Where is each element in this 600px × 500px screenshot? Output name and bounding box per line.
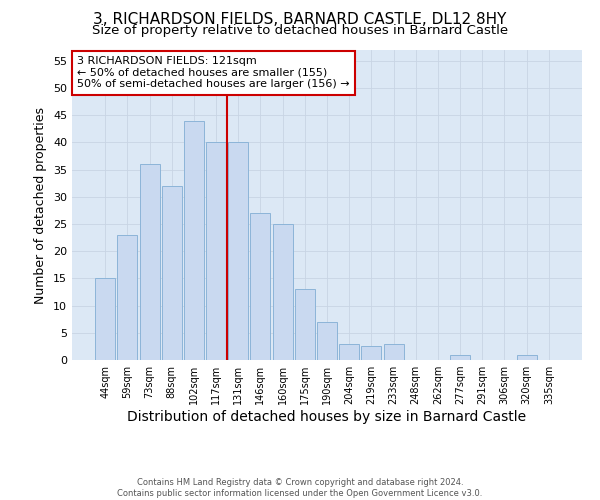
Bar <box>184 120 204 360</box>
Bar <box>228 142 248 360</box>
Bar <box>250 213 271 360</box>
Bar <box>140 164 160 360</box>
X-axis label: Distribution of detached houses by size in Barnard Castle: Distribution of detached houses by size … <box>127 410 527 424</box>
Text: 3 RICHARDSON FIELDS: 121sqm
← 50% of detached houses are smaller (155)
50% of se: 3 RICHARDSON FIELDS: 121sqm ← 50% of det… <box>77 56 350 90</box>
Bar <box>361 346 382 360</box>
Text: Contains HM Land Registry data © Crown copyright and database right 2024.
Contai: Contains HM Land Registry data © Crown c… <box>118 478 482 498</box>
Bar <box>317 322 337 360</box>
Bar <box>162 186 182 360</box>
Bar <box>517 354 536 360</box>
Bar <box>383 344 404 360</box>
Bar <box>118 235 137 360</box>
Bar <box>450 354 470 360</box>
Bar <box>272 224 293 360</box>
Y-axis label: Number of detached properties: Number of detached properties <box>34 106 47 304</box>
Text: Size of property relative to detached houses in Barnard Castle: Size of property relative to detached ho… <box>92 24 508 37</box>
Bar <box>95 278 115 360</box>
Text: 3, RICHARDSON FIELDS, BARNARD CASTLE, DL12 8HY: 3, RICHARDSON FIELDS, BARNARD CASTLE, DL… <box>94 12 506 28</box>
Bar <box>206 142 226 360</box>
Bar <box>339 344 359 360</box>
Bar <box>295 290 315 360</box>
